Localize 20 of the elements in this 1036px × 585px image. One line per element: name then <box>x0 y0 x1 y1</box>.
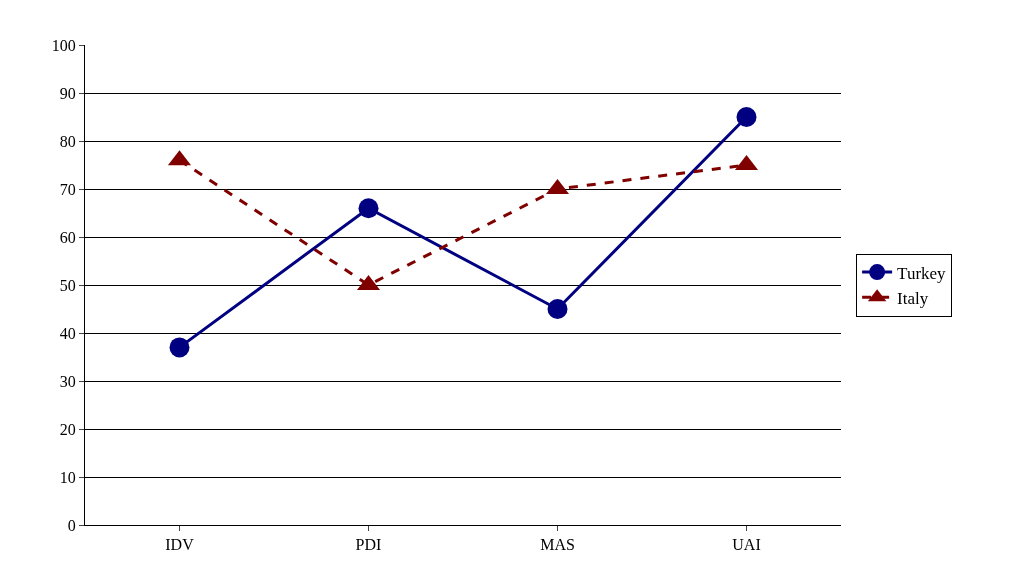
point <box>358 198 379 219</box>
y-tick-label: 20 <box>59 420 76 438</box>
y-tick-label: 100 <box>51 36 76 54</box>
x-tick-label: IDV <box>165 536 195 554</box>
x-tick-label: PDI <box>355 536 382 554</box>
y-tick-label: 70 <box>59 180 76 198</box>
x-tick-label: MAS <box>540 536 575 554</box>
y-tick-label: 60 <box>59 228 76 246</box>
y-tick-label: 90 <box>59 84 76 102</box>
y-tick-label: 80 <box>59 132 76 150</box>
point <box>169 337 190 358</box>
y-tick-label: 40 <box>59 324 76 342</box>
y-tick-label: 50 <box>59 276 76 294</box>
point <box>547 299 568 319</box>
y-tick-label: 30 <box>59 372 76 390</box>
legend-label: Turkey <box>897 263 947 283</box>
legend-label: Italy <box>897 288 929 308</box>
y-tick-label: 0 <box>67 516 76 534</box>
x-tick-label: UAI <box>732 536 761 554</box>
y-tick-label: 10 <box>59 468 76 486</box>
